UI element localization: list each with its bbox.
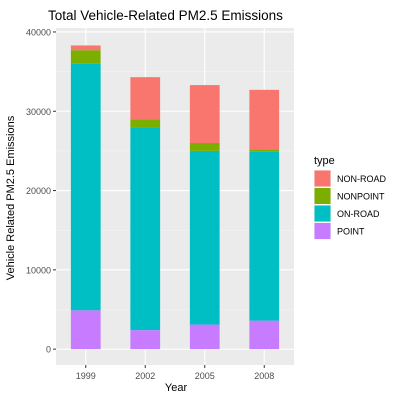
y-tick-label: 30000 [26,107,51,117]
bar-segment [70,63,101,311]
bar-segment [130,119,161,128]
y-tick-label: 40000 [26,27,51,37]
chart-title: Total Vehicle-Related PM2.5 Emissions [48,8,283,23]
legend-swatch [314,223,331,239]
y-axis: 0 10000 20000 30000 40000 [26,27,56,355]
bar-segment [249,151,280,321]
legend-swatch [314,188,331,204]
bar-segment [189,150,220,325]
bar-segment [249,89,280,150]
legend-label: POINT [337,227,365,237]
x-tick-label: 2005 [195,371,215,381]
legend-label: NONPOINT [337,192,385,202]
legend: NON-ROAD NONPOINT ON-ROAD POINT [314,170,386,240]
legend-swatch [314,170,331,187]
legend-title: type [314,155,335,167]
x-axis-label: Year [165,382,188,394]
bar-segment [70,45,101,51]
bar-segment [189,324,220,350]
bar-segment [249,320,280,350]
y-tick-label: 0 [46,345,51,355]
bar-segment [249,149,280,152]
bar-segment [70,50,101,64]
legend-label: ON-ROAD [337,209,380,219]
y-tick-label: 10000 [26,265,51,275]
y-axis-label: Vehicle Related PM2.5 Emissions [5,115,17,280]
x-tick-label: 2008 [254,371,274,381]
legend-swatch [314,205,331,222]
bar-segment [130,77,161,120]
bar-segment [189,142,220,151]
bar-stacks [70,45,280,350]
bar-segment [70,310,101,350]
bar-segment [130,127,161,331]
x-tick-label: 1999 [76,371,96,381]
legend-label: NON-ROAD [337,174,386,184]
y-tick-label: 20000 [26,186,51,196]
x-tick-label: 2002 [135,371,155,381]
x-axis: 1999 2002 2005 2008 [76,365,274,381]
bar-segment [189,85,220,143]
bar-segment [130,330,161,350]
